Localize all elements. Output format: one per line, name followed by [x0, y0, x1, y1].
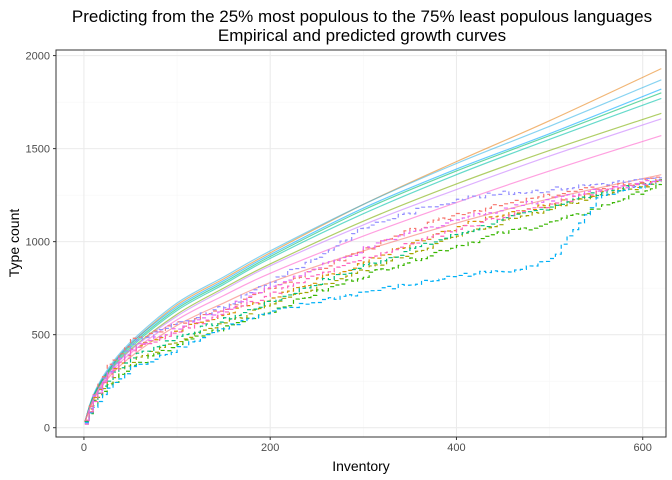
plot-series [84, 68, 662, 425]
y-tick-label: 2000 [26, 51, 50, 63]
empirical-curve-3 [84, 180, 662, 421]
empirical-curve-4 [84, 183, 662, 422]
y-axis-title: Type count [6, 209, 22, 278]
empirical-curve-5 [84, 179, 662, 423]
y-tick-label: 1500 [26, 144, 50, 156]
axis-ticks: 0 200 400 600 0 500 1000 1500 2000 [26, 51, 652, 454]
x-axis-title: Inventory [332, 458, 390, 474]
predicted-curve-8 [84, 135, 662, 423]
x-tick-label: 600 [634, 442, 652, 454]
plot-panel-border [55, 49, 667, 438]
grid-lines [56, 50, 666, 437]
x-tick-label: 200 [261, 442, 279, 454]
y-tick-label: 1000 [26, 237, 50, 249]
empirical-curve-1 [84, 176, 662, 424]
empirical-curve-8 [84, 179, 662, 425]
x-tick-label: 400 [447, 442, 465, 454]
chart-title: Predicting from the 25% most populous to… [72, 7, 652, 26]
chart-subtitle: Empirical and predicted growth curves [218, 26, 506, 45]
empirical-curve-7 [84, 177, 662, 424]
predicted-curve-2 [84, 79, 662, 423]
y-tick-label: 500 [32, 330, 50, 342]
y-tick-label: 0 [44, 423, 50, 435]
x-tick-label: 0 [81, 442, 87, 454]
